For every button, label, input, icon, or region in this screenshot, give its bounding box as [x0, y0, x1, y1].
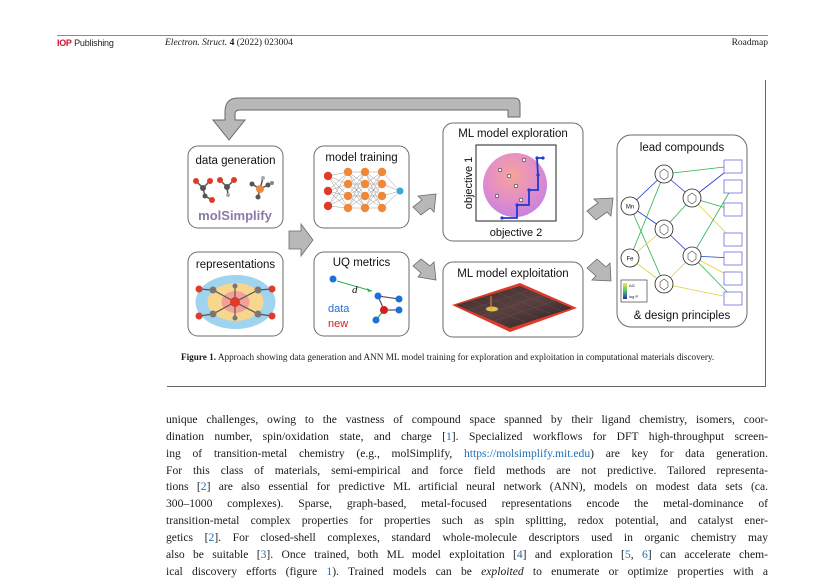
- legend-top-label: ΔG: [629, 283, 635, 288]
- caption-text: Approach showing data generation and ANN…: [216, 352, 715, 362]
- objective-2-label: objective 2: [490, 227, 543, 239]
- arrow-exploration-to-lead: [586, 197, 614, 221]
- nn-edge: [381, 171, 401, 192]
- journal-year-article: (2022) 023004: [234, 38, 293, 48]
- panel-title-ml-exploitation: ML model exploitation: [457, 268, 568, 280]
- exploitation-surface: [452, 283, 577, 332]
- text-line: also be suitable [3]. Once trained, both…: [166, 547, 769, 561]
- metal-label-fe: Fe: [626, 257, 634, 263]
- nn-edge: [327, 190, 349, 209]
- nn-edge: [327, 171, 349, 192]
- nn-node: [323, 186, 333, 196]
- panel-title-design-principles: & design principles: [634, 310, 731, 322]
- panel-uq-metrics: [313, 251, 410, 337]
- citation-link[interactable]: 4: [516, 547, 523, 561]
- metal-label-mn: Mn: [626, 205, 634, 211]
- journal-volume: 4: [229, 38, 235, 48]
- citation-link[interactable]: 1: [446, 429, 452, 443]
- text-line: getics [2]. For closed-shell complexes, …: [166, 530, 768, 544]
- uq-metrics-graph: [329, 275, 403, 324]
- citation-link[interactable]: 2: [208, 530, 215, 544]
- legend-bottom-label: log P: [629, 294, 638, 299]
- feedback-arrow: [211, 97, 521, 141]
- nn-edge: [327, 175, 349, 197]
- text-line: ing of transition-metal chemistry (e.g.,…: [166, 446, 768, 460]
- nn-node: [377, 203, 387, 213]
- lead-compound-nodes: [620, 159, 743, 306]
- uq-distance-label: d: [352, 284, 358, 296]
- text-line: ical discovery efforts (figure 1). Train…: [166, 564, 768, 578]
- arrow-exploitation-to-lead: [586, 258, 612, 282]
- nn-node: [343, 203, 353, 213]
- nn-edge: [347, 183, 366, 209]
- nn-node: [360, 203, 370, 213]
- text-line: transition-metal complex properties for …: [166, 514, 768, 528]
- journal-name: Electron. Struct.: [165, 38, 228, 48]
- citation-link[interactable]: 5: [624, 547, 631, 561]
- body-text: unique challenges, owing to the vastness…: [166, 412, 768, 580]
- nn-node: [343, 179, 353, 189]
- nn-node: [343, 167, 353, 177]
- text-line: 300–1000 complexes). Sparse, graph-based…: [166, 497, 768, 511]
- exploration-plot: [475, 144, 557, 222]
- nn-edge: [327, 175, 349, 209]
- nn-node: [343, 191, 353, 201]
- arrow-to-exploration: [412, 193, 437, 216]
- color-legend: [620, 279, 648, 303]
- figure-frame-right: [765, 80, 766, 387]
- panel-title-data-generation: data generation: [196, 155, 276, 167]
- arrow-rep-to-training: [288, 222, 314, 258]
- nn-node: [377, 167, 387, 177]
- figure-reference-link[interactable]: 1: [326, 564, 333, 578]
- figure-caption: Figure 1. Approach showing data generati…: [181, 351, 751, 363]
- text-line: dination number, spin/oxidation state, a…: [166, 429, 768, 443]
- uq-data-label: data: [328, 303, 350, 315]
- nn-node: [360, 167, 370, 177]
- neural-network-nodes: [323, 167, 404, 213]
- figure-frame-bottom: [167, 386, 766, 387]
- citation-link[interactable]: 2: [200, 480, 207, 494]
- nn-node: [396, 187, 404, 195]
- iop-publishing-logo: IOP Publishing: [57, 38, 114, 48]
- nn-node: [377, 191, 387, 201]
- objective-1-label: objective 1: [463, 157, 475, 210]
- nn-edge: [364, 183, 383, 209]
- section-label: Roadmap: [731, 38, 768, 48]
- nn-node: [377, 179, 387, 189]
- nn-node: [360, 179, 370, 189]
- panel-title-ml-exploration: ML model exploration: [458, 128, 568, 140]
- panel-title-lead-compounds: lead compounds: [640, 142, 725, 154]
- nn-node: [323, 201, 333, 211]
- molsimplify-logo: molSimplify: [198, 208, 272, 223]
- nn-edge: [327, 183, 349, 207]
- arrow-to-exploitation: [412, 258, 437, 281]
- panel-data-generation: [187, 145, 284, 229]
- header-rule: [57, 35, 768, 36]
- panel-title-representations: representations: [196, 259, 276, 271]
- nn-edge: [327, 171, 349, 207]
- nn-edge: [364, 171, 383, 197]
- nn-node: [323, 171, 333, 181]
- representation-graph: [195, 275, 276, 329]
- molecule-atoms: [193, 176, 274, 203]
- panel-title-model-training: model training: [325, 152, 397, 164]
- panel-title-uq-metrics: UQ metrics: [333, 257, 391, 269]
- molsimplify-url-link[interactable]: https://molsimplify.mit.edu: [464, 446, 591, 460]
- citation-link[interactable]: 3: [260, 547, 267, 561]
- text-line: For this class of materials, semi-empiri…: [166, 463, 768, 477]
- uq-new-label: new: [328, 318, 348, 330]
- caption-label: Figure 1.: [181, 352, 217, 362]
- nn-edge: [364, 171, 383, 209]
- nn-edge: [347, 171, 366, 197]
- nn-node: [360, 191, 370, 201]
- journal-citation: Electron. Struct. 4 (2022) 023004: [165, 38, 293, 49]
- text-line: unique challenges, owing to the vastness…: [166, 413, 768, 426]
- citation-link[interactable]: 6: [641, 547, 648, 561]
- text-line: tions [2] are also essential for predict…: [166, 480, 768, 494]
- nn-edge: [347, 171, 366, 209]
